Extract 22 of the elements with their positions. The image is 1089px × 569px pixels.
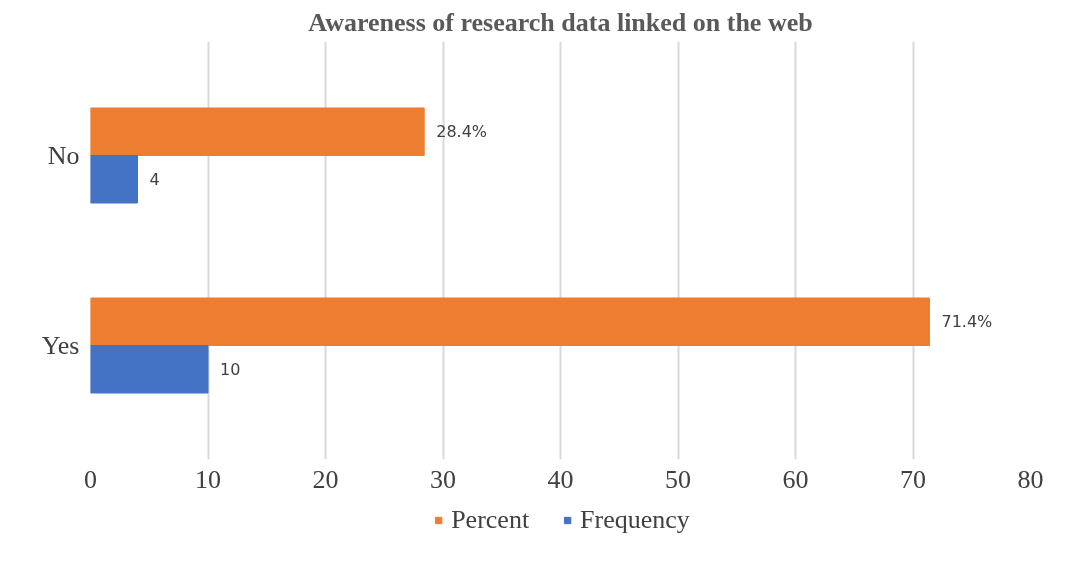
bar [90, 155, 138, 204]
x-tick-label: 0 [84, 464, 97, 494]
y-tick-label: No [47, 141, 80, 170]
x-tick-label: 70 [900, 464, 926, 494]
bar [90, 107, 425, 156]
x-tick-label: 20 [312, 464, 339, 494]
data-label: 28.4% [436, 122, 488, 142]
x-tick-label: 30 [430, 464, 456, 494]
data-label: 4 [149, 170, 160, 190]
legend-label: Percent [451, 505, 530, 535]
x-tick-label: 40 [547, 464, 574, 494]
bar [90, 297, 930, 346]
x-tick-label: 80 [1017, 464, 1044, 494]
bar [90, 345, 209, 394]
data-label: 10 [220, 360, 241, 380]
x-tick-label: 50 [665, 464, 691, 494]
legend-label: Frequency [580, 505, 690, 535]
data-label: 71.4% [941, 312, 993, 332]
y-tick-label: Yes [41, 331, 80, 360]
chart-title: Awareness of research data linked on the web [308, 7, 813, 37]
x-tick-label: 60 [782, 464, 809, 494]
x-tick-label: 10 [195, 464, 221, 494]
